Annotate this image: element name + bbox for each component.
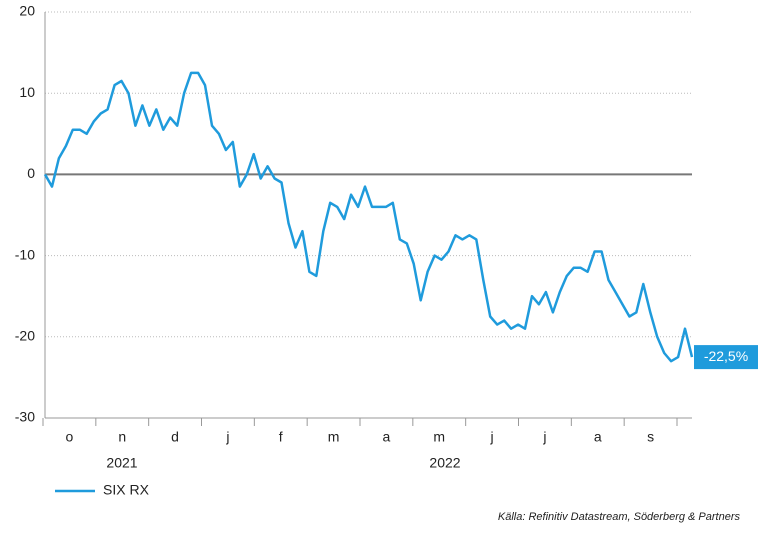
x-tick-label: j [490,429,494,445]
end-label-box [694,345,758,370]
x-tick-label: m [328,429,340,445]
y-tick-label: -20 [15,328,35,344]
x-tick-label: s [647,429,654,445]
x-tick-label: o [66,429,74,445]
y-tick-label: 20 [19,3,35,19]
x-tick-label: n [118,429,126,445]
x-tick-label: j [225,429,229,445]
x-tick-label: a [383,429,391,445]
x-tick-label: j [542,429,546,445]
x-tick-label: m [433,429,445,445]
end-label: -22,5% [704,348,748,364]
x-tick-label: f [279,429,283,445]
data-line [43,71,694,363]
y-tick-label: -30 [15,409,35,425]
y-tick-label: -10 [15,246,35,262]
y-tick-label: 0 [27,165,35,181]
x-tick-label: a [594,429,602,445]
y-tick-label: 10 [19,84,35,100]
year-label: 2021 [106,455,137,471]
x-tick-label: d [171,429,179,445]
source-note: Källa: Refinitiv Datastream, Söderberg &… [498,511,741,523]
legend-label: SIX RX [103,482,150,498]
year-label: 2022 [429,455,460,471]
